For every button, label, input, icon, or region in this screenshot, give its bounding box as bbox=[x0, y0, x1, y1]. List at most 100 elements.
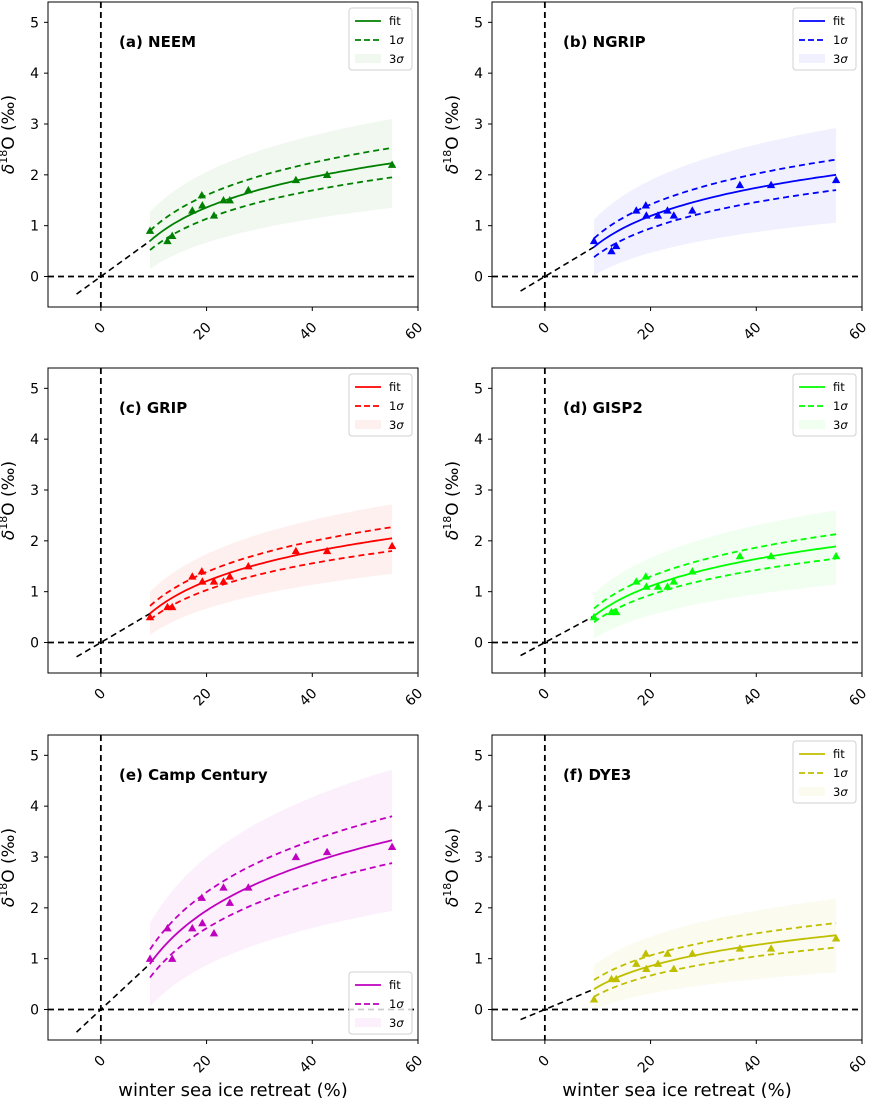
y-tick-label: 5 bbox=[474, 381, 483, 397]
data-point bbox=[612, 974, 621, 983]
sigma3-band bbox=[594, 898, 837, 1010]
y-tick-label: 2 bbox=[30, 534, 39, 550]
y-axis-label: δ18O (‰) bbox=[441, 828, 463, 907]
origin-reference-line bbox=[520, 988, 595, 1021]
data-point bbox=[219, 196, 228, 204]
legend: fit 1σ 3σ bbox=[792, 7, 857, 71]
legend-sigma3-swatch bbox=[799, 420, 825, 429]
x-tick-label: 0 bbox=[535, 320, 553, 338]
panel-2: 0 1 2 3 4 5 0 20 40 60 δ18O (‰) (b) NGRIP fit 1σ 3σ bbox=[441, 1, 869, 344]
data-point bbox=[225, 898, 235, 906]
legend-box bbox=[348, 971, 413, 1035]
origin-reference-line bbox=[520, 615, 595, 657]
fit-line bbox=[149, 537, 393, 615]
data-point bbox=[688, 567, 697, 575]
y-tick-label: 5 bbox=[30, 381, 39, 397]
data-point bbox=[766, 944, 776, 952]
plot-area bbox=[48, 2, 418, 307]
origin-reference-line bbox=[520, 246, 595, 292]
x-tick-label: 40 bbox=[741, 320, 765, 344]
data-point bbox=[225, 572, 235, 580]
legend: fit 1σ 3σ bbox=[348, 373, 413, 437]
panel-title: (a) NEEM bbox=[119, 33, 196, 51]
sigma1-upper-line bbox=[149, 526, 393, 607]
legend-sigma3-swatch bbox=[799, 54, 825, 63]
y-tick-label: 4 bbox=[474, 799, 483, 815]
x-tick-label: 60 bbox=[846, 1053, 869, 1077]
y-tick-label: 0 bbox=[30, 270, 39, 286]
data-point bbox=[612, 241, 621, 250]
legend-label: 3σ bbox=[389, 52, 404, 66]
y-tick-label: 3 bbox=[30, 483, 39, 499]
x-tick-label: 40 bbox=[297, 1053, 321, 1077]
legend-label: fit bbox=[389, 380, 401, 394]
data-point bbox=[632, 577, 641, 585]
plot-area bbox=[492, 735, 862, 1040]
sigma3-band bbox=[150, 504, 393, 635]
data-point bbox=[197, 893, 207, 901]
sigma1-lower-line bbox=[593, 189, 837, 258]
data-point bbox=[163, 236, 172, 245]
y-tick-label: 1 bbox=[30, 585, 39, 601]
fit-line bbox=[149, 162, 393, 242]
sigma1-lower-line bbox=[149, 550, 393, 621]
legend-box bbox=[792, 740, 857, 804]
legend-label: 3σ bbox=[833, 418, 848, 432]
legend-label: 1σ bbox=[389, 399, 404, 413]
y-tick-label: 5 bbox=[474, 748, 483, 764]
axes-frame bbox=[47, 367, 419, 674]
data-point bbox=[669, 211, 679, 219]
legend-label: fit bbox=[389, 14, 401, 28]
data-point bbox=[766, 180, 776, 189]
y-tick-label: 4 bbox=[474, 66, 483, 82]
panel-4: 0 1 2 3 4 5 0 20 40 60 δ18O (‰) (d) GISP2 fit 1σ 3σ bbox=[441, 367, 869, 710]
data-point bbox=[188, 923, 197, 932]
y-tick-label: 4 bbox=[474, 432, 483, 448]
data-point bbox=[209, 929, 219, 937]
data-point bbox=[291, 546, 301, 555]
data-point bbox=[735, 551, 745, 560]
legend-label: fit bbox=[833, 14, 845, 28]
data-point bbox=[663, 206, 672, 214]
y-tick-label: 3 bbox=[30, 117, 39, 133]
x-tick-label: 40 bbox=[741, 686, 765, 710]
sigma3-band bbox=[150, 769, 393, 1007]
data-point bbox=[198, 577, 207, 585]
fit-line bbox=[593, 173, 837, 248]
sigma1-upper-line bbox=[593, 533, 837, 610]
data-point bbox=[612, 607, 621, 616]
x-tick-label: 0 bbox=[91, 320, 109, 338]
legend: fit 1σ 3σ bbox=[792, 373, 857, 437]
plot-area bbox=[492, 2, 862, 307]
x-tick-label: 20 bbox=[191, 320, 215, 344]
panel-title: (f) DYE3 bbox=[563, 766, 631, 784]
y-tick-label: 4 bbox=[30, 432, 39, 448]
axes-frame bbox=[491, 367, 863, 674]
data-point bbox=[642, 964, 651, 972]
data-point bbox=[168, 602, 177, 611]
legend-box bbox=[792, 7, 857, 71]
legend-sigma3-swatch bbox=[799, 787, 825, 796]
data-point bbox=[653, 959, 663, 967]
y-tick-label: 1 bbox=[30, 952, 39, 968]
x-tick-label: 20 bbox=[635, 686, 659, 710]
plot-area bbox=[48, 368, 418, 673]
y-tick-label: 5 bbox=[474, 15, 483, 31]
data-point bbox=[145, 954, 155, 962]
legend-label: fit bbox=[833, 747, 845, 761]
fit-line bbox=[593, 934, 837, 990]
y-tick-label: 5 bbox=[30, 15, 39, 31]
x-tick-label: 60 bbox=[846, 686, 869, 710]
x-tick-label: 60 bbox=[846, 320, 869, 344]
data-point bbox=[641, 201, 651, 209]
legend-label: 3σ bbox=[389, 418, 404, 432]
x-tick-label: 40 bbox=[297, 686, 321, 710]
data-point bbox=[387, 842, 397, 850]
y-tick-label: 3 bbox=[474, 483, 483, 499]
panel-3: 0 1 2 3 4 5 0 20 40 60 δ18O (‰) (c) GRIP fit 1σ 3σ bbox=[0, 367, 426, 710]
sigma3-band bbox=[594, 510, 837, 639]
panel-6: 0 1 2 3 4 5 0 20 40 60 δ18O (‰) winter sea ice retr… bbox=[441, 734, 869, 1098]
data-point bbox=[244, 562, 253, 570]
data-point bbox=[188, 572, 197, 580]
